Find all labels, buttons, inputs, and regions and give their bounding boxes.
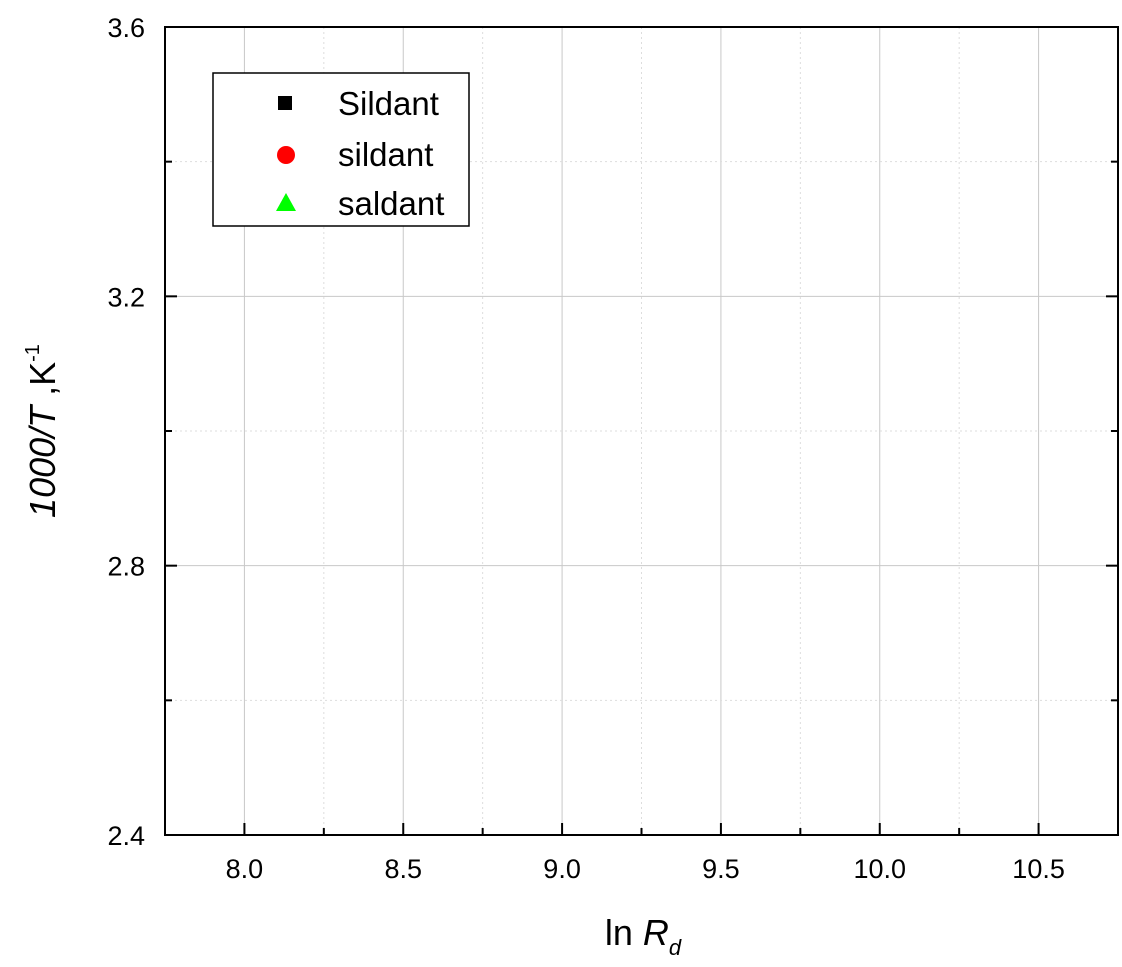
axis-ticks	[165, 26, 1119, 836]
legend-marker-circle	[277, 146, 295, 164]
y-axis-title-unit: ,K	[22, 362, 63, 406]
y-tick-label-1: 2.8	[107, 552, 145, 582]
tick-labels: 8.0 8.5 9.0 9.5 10.0 10.5 2.4 2.8 3.2 3.6	[107, 13, 1064, 884]
x-tick-label-2: 9.0	[543, 854, 581, 884]
x-tick-label-4: 10.0	[853, 854, 906, 884]
x-tick-label-3: 9.5	[702, 854, 740, 884]
x-tick-label-1: 8.5	[384, 854, 422, 884]
x-axis-title: ln Rd	[605, 912, 682, 960]
legend-marker-square	[278, 96, 292, 110]
y-tick-label-0: 2.4	[107, 821, 145, 851]
legend: Sildant sildant saldant	[212, 72, 470, 227]
y-axis-title-superscript: -1	[22, 344, 44, 362]
x-axis-title-variable: R	[643, 912, 669, 953]
x-tick-label-5: 10.5	[1012, 854, 1065, 884]
y-axis-title-variable: 1000/T	[22, 403, 63, 518]
y-axis-title: 1000/T ,K-1	[22, 344, 63, 518]
x-tick-label-0: 8.0	[226, 854, 264, 884]
legend-marker-triangle	[276, 193, 296, 211]
legend-box	[212, 72, 470, 227]
legend-label-0: Sildant	[338, 85, 439, 122]
y-tick-label-3: 3.6	[107, 13, 145, 43]
x-axis-title-subscript: d	[669, 935, 682, 960]
legend-label-2: saldant	[338, 185, 444, 222]
legend-label-1: sildant	[338, 136, 433, 173]
x-axis-title-prefix: ln	[605, 912, 643, 953]
y-tick-label-2: 3.2	[107, 282, 145, 312]
